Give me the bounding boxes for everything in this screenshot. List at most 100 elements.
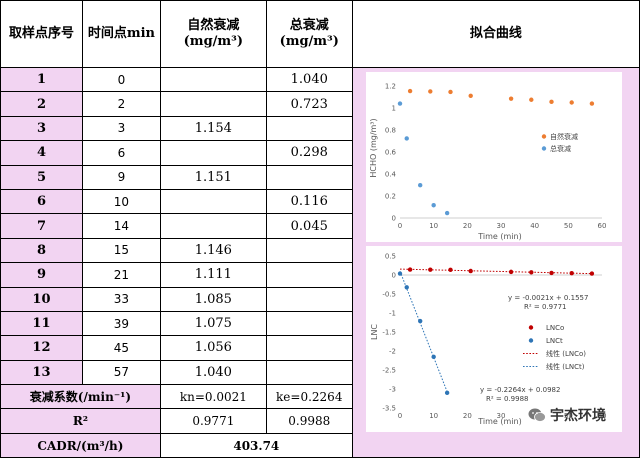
c2-ytick-label: -3.5 (382, 405, 396, 413)
c1-point-1 (418, 183, 423, 188)
c2-point-0 (549, 270, 554, 276)
cell-natural: 1.075 (159, 310, 267, 337)
cell-natural: 1.151 (159, 164, 267, 190)
header-total-label: 总衰减 (289, 18, 329, 33)
c2-ytick-label: -2.5 (382, 367, 396, 375)
cell-natural: 1.056 (159, 335, 267, 361)
header-time: 时间点min (81, 0, 161, 68)
lnco-r2: R² = 0.9771 (524, 303, 566, 311)
lnc-legend-label: 线性 (LNCo) (546, 349, 586, 358)
lnco-equation: y = -0.0021x + 0.1557 (508, 294, 588, 302)
cell-time: 39 (81, 310, 161, 337)
cell-time: 9 (81, 164, 161, 190)
cell-natural (159, 140, 267, 166)
c1-xtick-label: 10 (429, 222, 438, 230)
c2-ytick-label: 0 (392, 272, 396, 280)
cell-natural: 1.085 (159, 286, 267, 312)
cell-total: 0.298 (265, 140, 353, 166)
c1-ytick-label: 1.2 (385, 83, 396, 91)
r2-total: 0.9988 (265, 408, 353, 434)
cell-index: 9 (0, 262, 83, 288)
header-natural: 自然衰减 (mg/m³) (159, 0, 267, 68)
lnc-legend-label: 线性 (LNCt) (546, 362, 585, 371)
cell-total: 0.116 (265, 188, 353, 215)
lnc-legend-marker (528, 325, 534, 330)
cell-time: 10 (81, 188, 161, 215)
hcho-legend-label: 自然衰减 (550, 132, 578, 141)
cell-total (265, 286, 353, 312)
watermark-text: 宇杰环境 (550, 408, 606, 424)
header-fit: 拟合曲线 (351, 0, 640, 68)
cell-time: 2 (81, 91, 161, 117)
c1-point-0 (468, 93, 473, 98)
table-row: 11 39 1.075 (0, 310, 640, 337)
cell-index: 13 (0, 359, 83, 386)
lnc-x-label: Time (min) (477, 417, 521, 426)
cell-index: 5 (0, 164, 83, 190)
cell-total (265, 310, 353, 337)
cell-total (265, 237, 353, 264)
lnct-equation: y = -0.2264x + 0.0982 (480, 386, 560, 394)
c2-ytick-label: -3 (389, 386, 396, 394)
cell-index: 6 (0, 188, 83, 215)
c2-xtick-label: 10 (429, 412, 438, 420)
c1-ytick-label: 0 (392, 215, 396, 223)
lnct-r2: R² = 0.9988 (486, 395, 528, 403)
lnc-legend-label: LNCt (546, 337, 563, 345)
cell-total (265, 262, 353, 288)
c2-point-0 (508, 269, 514, 275)
c2-ytick-label: -0.5 (382, 291, 396, 299)
c2-point-1 (397, 271, 403, 276)
c2-point-1 (404, 285, 409, 290)
c1-point-0 (428, 89, 433, 94)
header-total: 总衰减 (mg/m³) (265, 0, 353, 68)
c2-ytick-label: -1.5 (382, 329, 396, 337)
cell-time: 21 (81, 262, 161, 288)
table-row: 3 3 1.154 (0, 115, 640, 142)
c1-point-1 (431, 203, 436, 208)
cell-total: 0.723 (265, 91, 353, 117)
lnc-legend-marker (528, 338, 534, 343)
cell-index: 10 (0, 286, 83, 312)
cell-index: 12 (0, 335, 83, 361)
lnc-chart-panel: 0.50-0.5-1-1.5-2-2.5-3-3.50102030405060 … (366, 246, 622, 432)
decay-kn: kn=0.0021 (159, 384, 267, 410)
table-row: 6 10 0.116 (0, 188, 640, 215)
cell-index: 2 (0, 91, 83, 117)
header-natural-unit: (mg/m³) (183, 34, 244, 49)
table-row: 12 45 1.056 (0, 335, 640, 361)
cadr-label: CADR/(m³/h) (0, 432, 161, 458)
r2-natural: 0.9771 (159, 408, 267, 434)
c1-ytick-label: 1 (392, 105, 396, 113)
c1-xtick-label: 60 (598, 222, 607, 230)
hcho-x-label: Time (min) (477, 232, 521, 241)
c2-point-1 (418, 318, 423, 324)
cell-index: 11 (0, 310, 83, 337)
c2-point-0 (407, 267, 413, 272)
cell-total (265, 115, 353, 142)
lnc-chart: 0.50-0.5-1-1.5-2-2.5-3-3.50102030405060 … (370, 253, 607, 427)
c1-point-0 (508, 96, 514, 101)
cell-natural (159, 91, 267, 117)
c1-ytick-label: 0.2 (385, 193, 396, 201)
c2-point-0 (589, 271, 595, 276)
cell-time: 33 (81, 286, 161, 312)
c1-point-0 (569, 100, 574, 105)
c2-xtick-label: 20 (463, 412, 472, 420)
header-sample: 取样点序号 (0, 0, 83, 68)
c1-point-0 (589, 101, 595, 106)
cell-total (265, 164, 353, 190)
c1-point-0 (529, 97, 534, 102)
decay-ke: ke=0.2264 (265, 384, 353, 410)
c2-xtick-label: 60 (598, 412, 607, 420)
cell-time: 3 (81, 115, 161, 142)
c1-xtick-label: 20 (463, 222, 472, 230)
r2-row: R² 0.9771 0.9988 (0, 408, 640, 434)
header-natural-label: 自然衰减 (187, 18, 240, 33)
cell-total (265, 335, 353, 361)
table-row: 5 9 1.151 (0, 164, 640, 190)
decay-label: 衰减系数(/min⁻¹) (0, 384, 161, 410)
hcho-y-label: HCHO (mg/m³) (369, 118, 378, 177)
cell-natural: 1.111 (159, 262, 267, 288)
trendline-1 (399, 271, 448, 392)
